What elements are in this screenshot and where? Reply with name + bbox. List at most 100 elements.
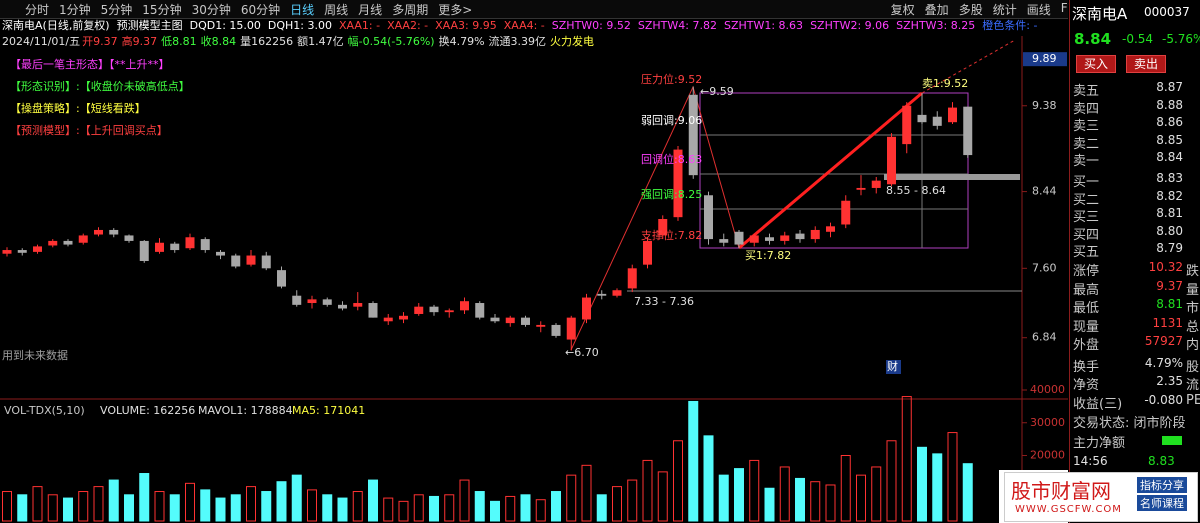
volume-bar (795, 477, 805, 522)
volume-bar (764, 487, 775, 522)
bar-value: 开9.37 (82, 35, 118, 48)
candle-body (719, 239, 729, 243)
period-tabs: 分时 1分钟 5分钟 15分钟 30分钟 60分钟 日线 周线 月线 多周期 更多> (20, 1, 477, 18)
y-tick-label: 20000 (1030, 449, 1065, 462)
volume-bar (413, 494, 424, 522)
volume-bar (17, 494, 28, 522)
candle-body (627, 268, 637, 289)
candle-body (856, 187, 866, 190)
signal-text: 【最后一笔主形态】【**上升**】 (10, 58, 170, 71)
candle-body (2, 250, 12, 254)
volume-bar (627, 479, 638, 522)
action-button[interactable]: 多股 (958, 3, 983, 17)
period-tab[interactable]: 5分钟 (100, 3, 133, 17)
watermark-url: WWW.GSCFW.COM (1015, 504, 1122, 515)
candle-body (521, 317, 530, 325)
period-tab[interactable]: 60分钟 (240, 3, 281, 17)
candle-body (826, 226, 835, 232)
candle-body (139, 240, 149, 262)
volume-bar (307, 489, 317, 522)
max-marker-label: 9.89 (1032, 52, 1057, 65)
candle-body (810, 229, 820, 240)
period-tab[interactable]: 1分钟 (59, 3, 91, 17)
stat-label: 涨停 (1073, 264, 1100, 279)
volume-bar (779, 466, 790, 522)
volume-bar (871, 466, 882, 522)
candle-body (932, 116, 942, 126)
candle-body (887, 136, 896, 185)
annotation: ←6.70 (565, 346, 599, 359)
candle-body (109, 229, 119, 235)
signal-text: 【操盘策略】:【短线看跌】 (10, 102, 146, 115)
bar-value: 收8.84 (200, 35, 237, 48)
annotation: ←9.59 (700, 85, 734, 98)
stat-label: 最低 (1073, 301, 1100, 316)
indicator-value: XAA4: - (503, 19, 545, 32)
candle-body (460, 301, 469, 311)
volume-bar (368, 479, 378, 522)
bar-value: 流通3.39亿 (488, 35, 547, 48)
candle-body (322, 299, 332, 305)
period-tab[interactable]: 分时 (25, 3, 50, 17)
stat-label: 最高 (1073, 282, 1100, 298)
book-label: 卖二 (1073, 136, 1100, 152)
stat-suffix: PE (1186, 392, 1200, 408)
bar-value: 额1.47亿 (297, 35, 344, 48)
indicator-value: SZHTW3: 8.25 (896, 19, 976, 32)
period-tab[interactable]: 30分钟 (191, 3, 231, 17)
volume-bar (352, 491, 363, 522)
volume-bar (566, 474, 577, 522)
period-tab[interactable]: 月线 (358, 3, 383, 17)
indicator-value: XAA1: - (339, 19, 381, 32)
action-button[interactable]: 复权 (890, 3, 915, 17)
candle-body (185, 237, 195, 249)
period-tab[interactable]: 多周期 (392, 3, 429, 17)
candle-body (673, 149, 683, 218)
annotation: 强回调:8.25 (641, 188, 702, 201)
stat-value: 1131 (1152, 315, 1183, 330)
action-button[interactable]: 统计 (992, 3, 1017, 17)
volume-bar (612, 486, 622, 522)
period-tab[interactable]: 日线 (290, 3, 315, 17)
action-button[interactable]: 叠加 (924, 3, 949, 17)
volume-bar (215, 497, 226, 522)
book-label: 卖一 (1073, 154, 1100, 170)
trade-button[interactable]: 卖出 (1126, 55, 1166, 73)
candle-body (704, 195, 713, 240)
period-tab[interactable]: 更多> (438, 3, 473, 17)
trade-button[interactable]: 买入 (1076, 55, 1116, 73)
candle-body (216, 251, 225, 256)
stock-title: 深南电A(日线,前复权) (2, 19, 110, 32)
period-tab[interactable]: 周线 (324, 3, 349, 17)
candle-body (780, 235, 790, 241)
volume-bar (322, 494, 333, 522)
max-marker-box (1023, 52, 1067, 67)
y-tick-label: 7.60 (1032, 261, 1057, 274)
volume-bar (596, 494, 607, 522)
book-price: 8.80 (1156, 223, 1183, 238)
volume-bar (108, 479, 119, 522)
action-button[interactable]: 画线 (1026, 3, 1051, 17)
book-price: 8.83 (1156, 171, 1183, 185)
annotation: 压力位:9.52 (641, 72, 702, 86)
volume-bar (459, 479, 470, 522)
volume-bar (505, 495, 516, 522)
candle-body (505, 317, 515, 324)
indicator-line: 深南电A(日线,前复权) 预测模型主图 DQD1: 15.00 DQH1: 3.00 X… (2, 18, 1044, 34)
book-price: 8.88 (1156, 97, 1183, 112)
candle-body (490, 317, 500, 322)
period-tab[interactable]: 15分钟 (142, 3, 182, 17)
volume-bar (642, 459, 653, 522)
candle-body (658, 219, 668, 236)
volume-bar (718, 474, 729, 522)
book-price: 8.82 (1156, 188, 1183, 203)
book-label: 买二 (1073, 192, 1100, 208)
volume-bar (383, 497, 394, 522)
volume-bar (551, 491, 561, 522)
main-net-label: 主力净额 (1073, 436, 1126, 451)
notice: 用到未来数据 (2, 348, 68, 362)
volume-bar (261, 491, 272, 522)
candle-body (399, 315, 408, 320)
candle-body (231, 255, 241, 267)
